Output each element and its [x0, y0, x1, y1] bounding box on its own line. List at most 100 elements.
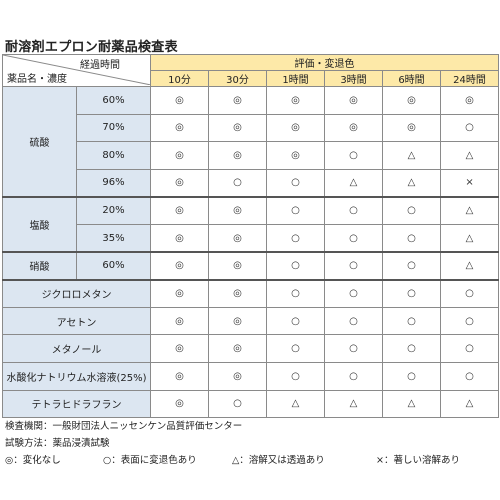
- rating-cell: ○: [324, 251, 383, 281]
- table-row: 80% ◎ ◎ ◎ ○ △ △: [3, 141, 500, 170]
- rating-cell: ○: [324, 223, 383, 253]
- rating-cell: ○: [324, 361, 383, 391]
- table-corner-header: 経過時間 薬品名・濃度: [2, 54, 151, 87]
- evaluation-header: 評価・変退色: [149, 54, 500, 71]
- rating-cell: ◎: [266, 113, 325, 143]
- rating-cell: △: [439, 389, 500, 419]
- rating-cell: ◎: [208, 223, 267, 253]
- rating-cell: ◎: [324, 86, 383, 115]
- rating-cell: △: [439, 141, 500, 170]
- time-header: 10分: [150, 70, 209, 87]
- rating-cell: ○: [266, 278, 325, 308]
- rating-cell: ○: [382, 223, 441, 253]
- time-header: 24時間: [439, 70, 500, 87]
- rating-cell: ◎: [150, 251, 209, 281]
- inspector-note: 検査機関：一般財団法人ニッセンケン品質評価センター: [5, 421, 243, 432]
- table-row: メタノール ◎ ◎ ○ ○ ○ ○: [2, 334, 500, 363]
- table-row: テトラヒドラフラン ◎ ○ △ △ △ △: [2, 389, 500, 419]
- table-row: 96% ◎ ○ ○ △ △ ×: [3, 168, 500, 198]
- concentration-cell: 20%: [76, 195, 151, 225]
- rating-cell: ◎: [150, 141, 209, 170]
- rating-cell: ◎: [208, 251, 267, 281]
- chemical-name-cell: アセトン: [2, 306, 151, 336]
- rating-cell: ○: [324, 306, 383, 336]
- rating-cell: ◎: [208, 113, 267, 143]
- rating-cell: ◎: [208, 334, 267, 363]
- rating-cell: ◎: [324, 113, 383, 143]
- legend-item: △：溶解又は透過あり: [232, 455, 325, 466]
- rating-cell: ◎: [382, 86, 441, 115]
- chemical-name-cell: 塩酸: [2, 195, 77, 253]
- table-row: アセトン ◎ ◎ ○ ○ ○ ○: [2, 306, 500, 336]
- table-row: 70% ◎ ◎ ◎ ◎ ◎ ○: [3, 113, 500, 143]
- rating-cell: ○: [266, 361, 325, 391]
- concentration-cell: 70%: [76, 113, 151, 143]
- rating-cell: ◎: [150, 168, 209, 198]
- concentration-cell: 60%: [76, 251, 151, 281]
- rating-cell: ○: [382, 251, 441, 281]
- rating-cell: ◎: [208, 86, 267, 115]
- table-row: 硝酸 60% ◎ ◎ ○ ○ ○ △: [2, 251, 500, 281]
- page-title: 耐溶剤エプロン耐薬品検査表: [5, 40, 178, 55]
- rating-cell: ○: [439, 278, 500, 308]
- rating-cell: ○: [266, 251, 325, 281]
- rating-cell: △: [439, 251, 500, 281]
- rating-cell: ○: [266, 168, 325, 198]
- rating-cell: ○: [208, 389, 267, 419]
- rating-cell: ○: [439, 306, 500, 336]
- rating-cell: ○: [382, 195, 441, 225]
- concentration-cell: 96%: [76, 168, 151, 198]
- rating-cell: ◎: [150, 361, 209, 391]
- rating-cell: ○: [266, 223, 325, 253]
- chemical-resistance-table: 経過時間 薬品名・濃度 評価・変退色 10分 30分 1時間 3時間 6時間 24時間 硫…: [2, 54, 500, 419]
- rating-cell: ◎: [150, 86, 209, 115]
- rating-cell: △: [439, 223, 500, 253]
- rating-cell: ◎: [208, 278, 267, 308]
- rating-cell: ○: [266, 306, 325, 336]
- table-row: 塩酸 20% ◎ ◎ ○ ○ ○ △: [2, 195, 500, 253]
- table-row: 硫酸 60% ◎ ◎ ◎ ◎ ◎ ◎: [2, 85, 500, 198]
- rating-cell: ◎: [266, 86, 325, 115]
- rating-cell: ◎: [150, 113, 209, 143]
- chemical-concentration-label: 薬品名・濃度: [7, 74, 67, 85]
- rating-cell: ◎: [208, 306, 267, 336]
- rating-cell: △: [439, 195, 500, 225]
- rating-cell: ◎: [150, 389, 209, 419]
- concentration-cell: 35%: [76, 223, 151, 253]
- rating-cell: ○: [382, 306, 441, 336]
- concentration-cell: 60%: [76, 86, 151, 115]
- rating-cell: △: [324, 168, 383, 198]
- chemical-name-cell: 水酸化ナトリウム水溶液(25%): [2, 361, 151, 391]
- rating-cell: △: [382, 389, 441, 419]
- rating-cell: ◎: [439, 86, 500, 115]
- legend-item: ×：著しい溶解あり: [376, 455, 460, 466]
- legend-item: ○：表面に変退色あり: [103, 455, 197, 466]
- rating-cell: ○: [439, 334, 500, 363]
- rating-cell: ○: [324, 141, 383, 170]
- rating-cell: ◎: [150, 334, 209, 363]
- time-header: 3時間: [324, 70, 383, 87]
- rating-cell: ○: [382, 361, 441, 391]
- rating-cell: ○: [324, 334, 383, 363]
- rating-cell: ○: [324, 278, 383, 308]
- rating-cell: ○: [266, 195, 325, 225]
- rating-cell: △: [324, 389, 383, 419]
- rating-cell: ○: [439, 361, 500, 391]
- rating-cell: △: [266, 389, 325, 419]
- time-header: 6時間: [382, 70, 441, 87]
- rating-cell: ○: [382, 334, 441, 363]
- chemical-name-cell: ジクロロメタン: [2, 278, 151, 308]
- chemical-name-cell: メタノール: [2, 334, 151, 363]
- rating-cell: ◎: [382, 113, 441, 143]
- rating-cell: ○: [439, 113, 500, 143]
- rating-cell: ◎: [266, 141, 325, 170]
- elapsed-time-label: 経過時間: [80, 60, 120, 71]
- legend-item: ◎：変化なし: [5, 455, 61, 466]
- corner-diagonal: [3, 55, 150, 85]
- method-note: 試験方法：薬品浸漬試験: [5, 438, 110, 449]
- time-header: 1時間: [266, 70, 325, 87]
- rating-cell: ○: [324, 195, 383, 225]
- rating-cell: ◎: [208, 195, 267, 225]
- rating-cell: ◎: [150, 306, 209, 336]
- rating-cell: ◎: [208, 141, 267, 170]
